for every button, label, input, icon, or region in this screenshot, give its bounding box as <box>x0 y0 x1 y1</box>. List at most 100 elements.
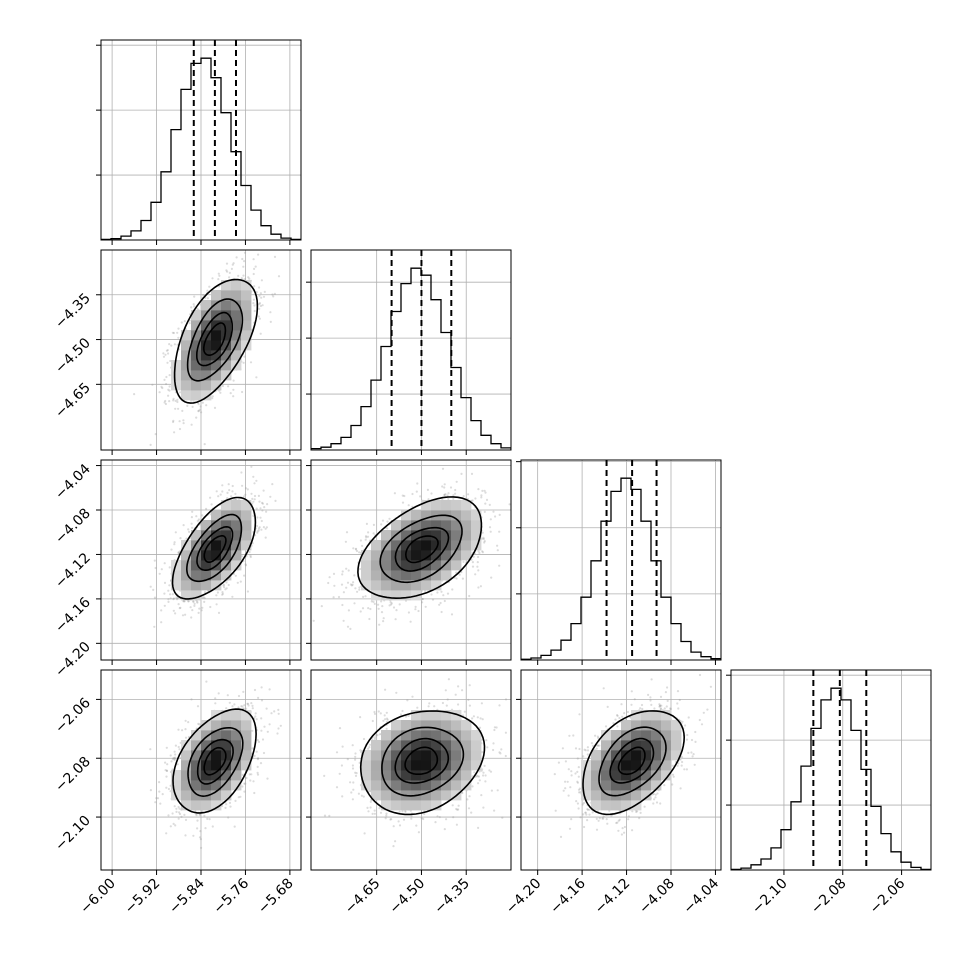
sample-point <box>196 601 199 604</box>
density-cell <box>181 770 192 781</box>
sample-point <box>471 561 474 564</box>
sample-point <box>443 493 446 496</box>
sample-point <box>165 746 168 749</box>
sample-point <box>385 812 388 815</box>
sample-point <box>174 824 177 827</box>
sample-point <box>358 586 361 589</box>
density-cell <box>421 760 432 771</box>
contour-level-2 <box>394 737 450 784</box>
sample-point <box>358 551 361 554</box>
sample-point <box>568 827 572 830</box>
panel-frame <box>520 669 722 871</box>
sample-point <box>438 603 441 606</box>
sample-point <box>227 583 230 587</box>
sample-point <box>170 548 173 551</box>
sample-point <box>226 491 229 494</box>
sample-point <box>431 598 435 601</box>
sample-point <box>365 536 368 539</box>
sample-point <box>394 840 397 843</box>
sample-point <box>488 526 492 529</box>
density-cell <box>641 750 652 761</box>
density-cell <box>191 800 202 811</box>
density-cell <box>181 350 192 361</box>
density-cell <box>421 500 432 511</box>
sample-point <box>177 817 180 820</box>
sample-point <box>335 751 339 754</box>
sample-point <box>364 538 367 541</box>
sample-point <box>372 532 375 535</box>
sample-point <box>174 407 177 410</box>
sample-point <box>463 710 466 713</box>
sample-point <box>187 600 190 603</box>
sample-point <box>226 694 229 697</box>
scatter-panel-p1-p2 <box>306 459 512 665</box>
sample-point <box>244 493 247 496</box>
sample-point <box>597 819 600 822</box>
sample-point <box>218 274 221 277</box>
sample-point <box>227 816 230 819</box>
sample-point <box>676 764 679 767</box>
sample-point <box>174 753 177 756</box>
sample-point <box>482 771 485 774</box>
sample-point <box>364 595 367 598</box>
density-cell <box>211 770 222 781</box>
sample-point <box>411 695 414 698</box>
density-cell <box>191 750 202 761</box>
density-cell <box>361 770 372 781</box>
sample-point <box>251 729 254 732</box>
sample-point <box>430 593 433 596</box>
sample-point <box>185 537 188 540</box>
sample-point <box>190 516 193 519</box>
sample-point <box>261 738 265 741</box>
density-cell <box>451 530 462 541</box>
density-cell <box>651 760 662 771</box>
density-cell <box>411 510 422 521</box>
sample-point <box>562 789 565 792</box>
sample-point <box>373 710 376 714</box>
sample-point <box>482 774 485 777</box>
density-cell <box>201 740 212 751</box>
sample-point <box>394 618 397 621</box>
sample-point <box>213 406 217 409</box>
density-cell <box>221 350 232 361</box>
density-cell <box>581 790 592 801</box>
sample-point <box>345 586 348 589</box>
density-cell <box>661 720 672 731</box>
sample-point <box>195 416 198 419</box>
sample-point <box>583 825 586 829</box>
sample-point <box>172 397 175 400</box>
x-tick-label: −4.04 <box>681 875 723 917</box>
sample-point <box>354 771 357 774</box>
density-cell <box>231 710 242 721</box>
sample-point <box>168 400 171 403</box>
sample-point <box>183 468 185 470</box>
density-cell <box>171 370 182 381</box>
sample-point <box>250 465 253 468</box>
sample-point <box>259 292 262 295</box>
density-cell <box>211 380 222 391</box>
sample-point <box>217 611 221 615</box>
sample-point <box>598 744 601 747</box>
sample-point <box>595 747 598 750</box>
sample-point <box>312 619 315 622</box>
density-cell <box>241 340 252 351</box>
density-cell <box>181 550 192 561</box>
sample-point <box>174 612 177 615</box>
sample-point <box>246 590 249 593</box>
sample-point <box>601 817 604 820</box>
sample-point <box>577 766 580 769</box>
sample-point <box>426 488 429 491</box>
sample-point <box>424 589 427 593</box>
sample-point <box>388 604 391 607</box>
sample-point <box>559 835 563 839</box>
sample-point <box>669 707 672 711</box>
sample-point <box>172 331 175 335</box>
sample-point <box>517 741 519 743</box>
sample-point <box>244 563 247 566</box>
density-cell <box>191 730 202 741</box>
sample-point <box>226 270 229 273</box>
density-cell <box>231 780 242 791</box>
sample-point <box>480 794 483 797</box>
sample-point <box>182 600 186 603</box>
sample-point <box>631 810 634 813</box>
